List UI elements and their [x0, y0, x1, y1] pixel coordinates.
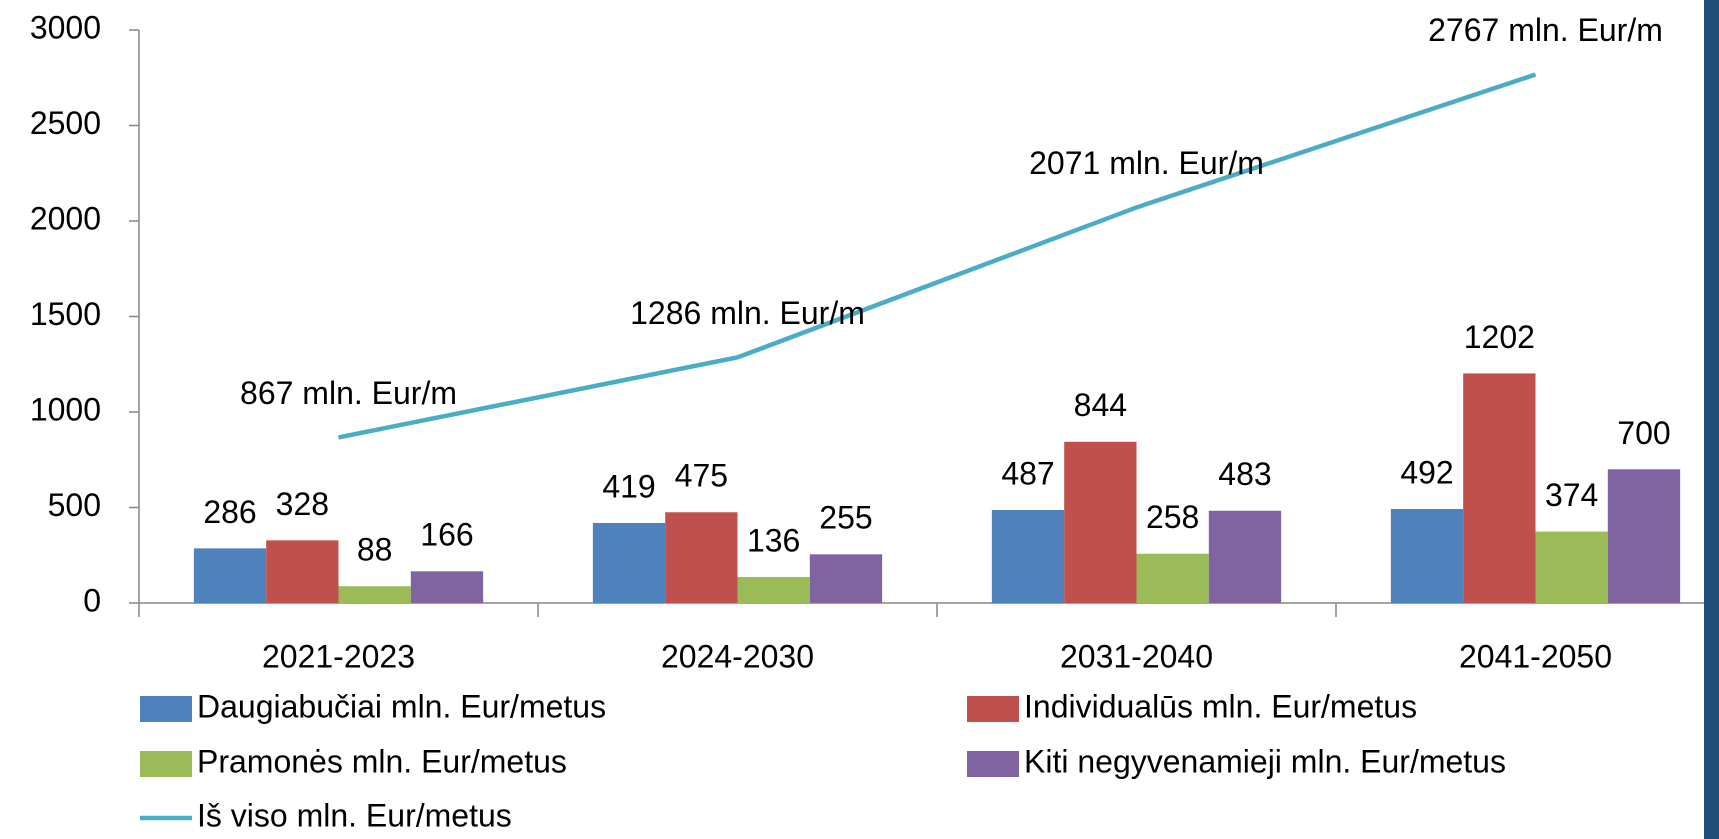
bar	[1390, 509, 1464, 603]
total-line	[338, 72, 1537, 440]
x-tick-label: 2024-2030	[661, 638, 814, 674]
legend-swatch	[140, 696, 192, 722]
bar-data-label: 255	[819, 500, 872, 536]
line-data-label: 2767 mln. Eur/m	[1428, 12, 1663, 48]
y-tick-label: 500	[48, 487, 101, 523]
bar	[1535, 531, 1608, 603]
line-data-label: 867 mln. Eur/m	[240, 375, 457, 411]
x-tick-label: 2041-2050	[1459, 638, 1612, 674]
bar-data-label: 1202	[1464, 319, 1535, 355]
y-tick-label: 2000	[30, 200, 101, 236]
line-data-label: 1286 mln. Eur/m	[630, 295, 865, 331]
y-tick-label: 2500	[30, 105, 101, 141]
line-data-label: 2071 mln. Eur/m	[1029, 145, 1264, 181]
legend-label: Pramonės mln. Eur/metus	[197, 743, 567, 779]
bar	[1136, 553, 1209, 603]
bar-data-label: 700	[1617, 415, 1670, 451]
bar-data-label: 136	[747, 522, 800, 558]
bar-data-label: 492	[1400, 454, 1453, 490]
bar	[665, 512, 738, 603]
bar-data-label: 844	[1074, 387, 1127, 423]
bar-data-label: 475	[675, 458, 728, 494]
bar	[991, 509, 1065, 603]
bar	[1463, 373, 1536, 603]
bar	[1607, 469, 1681, 603]
legend-label: Individualūs mln. Eur/metus	[1024, 688, 1417, 724]
legend-label: Iš viso mln. Eur/metus	[197, 797, 512, 833]
legend-label: Kiti negyvenamieji mln. Eur/metus	[1024, 743, 1506, 779]
bar	[193, 548, 267, 603]
y-tick-label: 3000	[30, 9, 101, 45]
bar-data-label: 258	[1146, 499, 1199, 535]
bar-data-label: 328	[276, 486, 329, 522]
y-tick-label: 0	[83, 582, 101, 618]
bar-data-label: 419	[602, 468, 655, 504]
bar	[1208, 510, 1282, 603]
x-tick-label: 2031-2040	[1060, 638, 1213, 674]
bar	[410, 571, 484, 603]
legend-swatch	[140, 751, 192, 777]
bar	[592, 522, 666, 603]
legend-swatch	[967, 696, 1019, 722]
bar-data-label: 166	[420, 517, 473, 553]
y-tick-label: 1500	[30, 296, 101, 332]
bar-data-label: 88	[357, 532, 393, 568]
legend-label: Daugiabučiai mln. Eur/metus	[197, 688, 606, 724]
side-strip	[1704, 0, 1719, 839]
bar-data-label: 286	[203, 494, 256, 530]
bar-data-label: 487	[1001, 455, 1054, 491]
bar	[338, 586, 411, 603]
bar-data-label: 483	[1218, 456, 1271, 492]
bar	[1064, 441, 1137, 603]
legend-swatch	[967, 751, 1019, 777]
bar	[266, 540, 339, 603]
bar-data-label: 374	[1545, 477, 1598, 513]
x-tick-label: 2021-2023	[262, 638, 415, 674]
y-tick-label: 1000	[30, 391, 101, 427]
bar	[809, 554, 883, 603]
bar	[737, 577, 810, 603]
